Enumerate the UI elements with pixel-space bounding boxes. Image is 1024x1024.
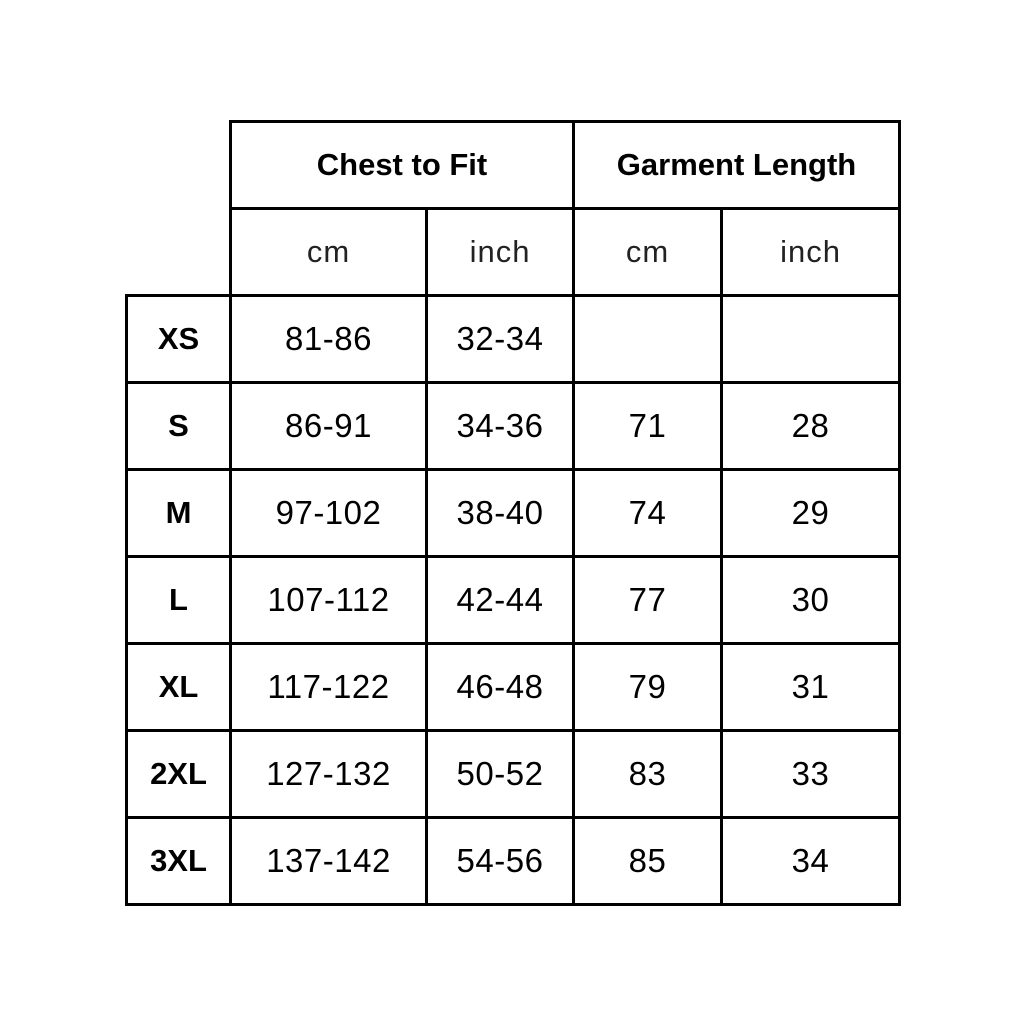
header-chest-to-fit: Chest to Fit (229, 120, 575, 210)
table-cell-text: 28 (791, 407, 830, 444)
table-cell-text: 50-52 (456, 755, 544, 792)
header-garment-length: Garment Length (572, 120, 901, 210)
size-label-text: L (169, 582, 188, 617)
size-label-text: XS (157, 321, 200, 356)
table-cell: 79 (572, 642, 723, 732)
table-cell: 31 (720, 642, 901, 732)
table-cell-text: 86-91 (285, 407, 372, 444)
table-cell: 77 (572, 555, 723, 645)
table-cell: 83 (572, 729, 723, 819)
unit-header: cm (229, 207, 428, 297)
table-cell-text: 42-44 (456, 581, 544, 618)
table-cell-text: 117-122 (267, 668, 390, 705)
table-cell: 38-40 (425, 468, 575, 558)
table-cell: 86-91 (229, 381, 428, 471)
table-cell-text: 97-102 (275, 494, 382, 531)
table-cell: 32-34 (425, 294, 575, 384)
size-label: L (125, 555, 232, 645)
table-cell: 85 (572, 816, 723, 906)
size-label: 2XL (125, 729, 232, 819)
size-label: S (125, 381, 232, 471)
table-cell-text: 77 (628, 581, 667, 618)
table-cell: 117-122 (229, 642, 428, 732)
table-cell: 46-48 (425, 642, 575, 732)
table-cell-text: 30 (791, 581, 830, 618)
table-cell-text: 85 (628, 842, 667, 879)
table-cell-text: 107-112 (267, 581, 390, 618)
unit-header: inch (425, 207, 575, 297)
table-cell-text: 71 (628, 407, 667, 444)
table-cell: 74 (572, 468, 723, 558)
table-cell-text: 29 (791, 494, 830, 531)
header-chest-to-fit-text: Chest to Fit (316, 147, 488, 182)
table-cell-text: 137-142 (266, 842, 391, 879)
table-cell: 42-44 (425, 555, 575, 645)
table-cell: 29 (720, 468, 901, 558)
table-cell-text: 38-40 (456, 494, 544, 531)
table-cell-text: 79 (628, 668, 667, 705)
table-cell-text: 32-34 (456, 320, 544, 357)
table-cell: 107-112 (229, 555, 428, 645)
table-cell-text: 74 (628, 494, 667, 531)
unit-header-text: inch (469, 234, 531, 269)
table-cell-text: 33 (791, 755, 830, 792)
table-cell: 137-142 (229, 816, 428, 906)
size-label-text: M (165, 495, 192, 530)
size-label-text: S (168, 408, 189, 443)
unit-header-text: inch (780, 234, 841, 269)
table-cell (720, 294, 901, 384)
table-cell: 54-56 (425, 816, 575, 906)
table-cell: 81-86 (229, 294, 428, 384)
table-cell: 34 (720, 816, 901, 906)
size-label: XL (125, 642, 232, 732)
table-cell-text: 34-36 (456, 407, 544, 444)
size-label-text: 2XL (150, 756, 207, 791)
unit-header: inch (720, 207, 901, 297)
table-cell: 71 (572, 381, 723, 471)
unit-header-text: cm (625, 234, 670, 269)
table-cell-text: 34 (791, 842, 830, 879)
unit-header-text: cm (306, 234, 351, 269)
table-cell: 33 (720, 729, 901, 819)
table-cell-text: 31 (791, 668, 830, 705)
size-label: 3XL (125, 816, 232, 906)
table-cell: 28 (720, 381, 901, 471)
table-cell-text: 83 (628, 755, 667, 792)
table-cell-text: 127-132 (266, 755, 391, 792)
table-cell-text: 46-48 (456, 668, 544, 705)
table-cell: 50-52 (425, 729, 575, 819)
table-cell-text: 81-86 (285, 320, 372, 357)
table-cell: 127-132 (229, 729, 428, 819)
size-label: XS (125, 294, 232, 384)
table-cell (572, 294, 723, 384)
unit-header: cm (572, 207, 723, 297)
table-cell: 30 (720, 555, 901, 645)
table-cell-text: 54-56 (456, 842, 544, 879)
size-label: M (125, 468, 232, 558)
header-garment-length-text: Garment Length (616, 147, 857, 182)
table-cell: 97-102 (229, 468, 428, 558)
size-label-text: 3XL (150, 843, 207, 878)
table-cell: 34-36 (425, 381, 575, 471)
size-label-text: XL (158, 669, 199, 704)
